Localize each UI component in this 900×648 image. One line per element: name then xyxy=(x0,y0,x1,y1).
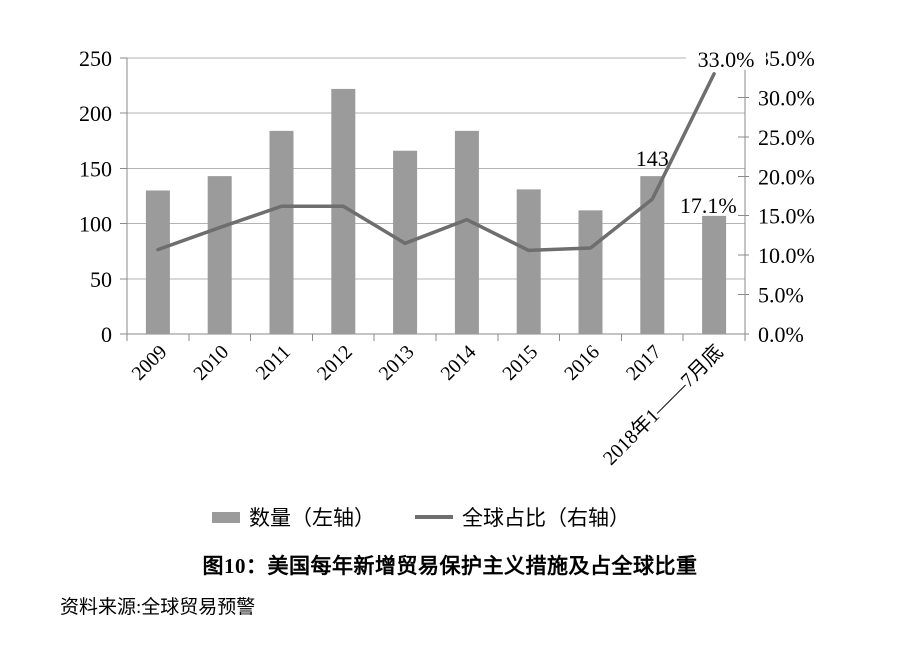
right-axis-tick-label: 0.0% xyxy=(758,322,804,347)
left-axis-tick-label: 150 xyxy=(79,156,112,181)
figure-caption: 图10：美国每年新增贸易保护主义措施及占全球比重 xyxy=(202,554,698,578)
right-axis-tick-label: 15.0% xyxy=(758,204,815,229)
left-axis-tick-label: 100 xyxy=(79,212,112,237)
x-axis-category-label: 2013 xyxy=(375,341,419,385)
annotation-label-bg xyxy=(686,47,767,70)
bar-2016 xyxy=(578,210,603,334)
legend-item-bar-series: 数量（左轴） xyxy=(212,502,375,532)
left-axis-tick-label: 50 xyxy=(90,267,112,292)
right-axis-tick-label: 25.0% xyxy=(758,125,815,150)
bar-2015 xyxy=(516,189,541,334)
right-axis-tick-label: 20.0% xyxy=(758,164,815,189)
bar-2009 xyxy=(145,190,170,334)
right-axis-tick-label: 10.0% xyxy=(758,243,815,268)
bar-series-swatch xyxy=(212,511,240,523)
right-axis-tick-label: 5.0% xyxy=(758,283,804,308)
annotation-label: 17.1% xyxy=(680,193,737,218)
bar-series-label: 数量（左轴） xyxy=(249,506,375,530)
x-axis-category-label: 2018年1——7月底 xyxy=(598,340,727,469)
global-share-line xyxy=(156,72,716,253)
x-axis-category-label: 2016 xyxy=(560,341,604,385)
x-axis-category-label: 2017 xyxy=(622,341,666,385)
right-axis-tick-label: 35.0% xyxy=(758,46,815,71)
left-axis-tick-label: 250 xyxy=(79,46,112,71)
x-axis-category-label: 2010 xyxy=(189,341,233,385)
legend: 数量（左轴） 全球占比（右轴） xyxy=(212,502,630,532)
right-axis-tick-label: 30.0% xyxy=(758,85,815,110)
line-series-swatch xyxy=(415,515,453,519)
bar-2018年1——7月底 xyxy=(702,215,727,334)
bar-2011 xyxy=(269,130,294,334)
x-axis-category-label: 2012 xyxy=(313,341,357,385)
bar-2014 xyxy=(454,130,479,334)
bar-2017 xyxy=(640,176,665,334)
legend-item-line-series: 全球占比（右轴） xyxy=(415,502,630,532)
x-axis-category-label: 2015 xyxy=(498,341,542,385)
bar-2010 xyxy=(207,176,232,334)
annotation-label: 143 xyxy=(636,146,669,171)
x-axis-category-label: 2009 xyxy=(128,341,172,385)
x-axis-category-label: 2014 xyxy=(437,341,481,385)
left-axis-tick-label: 200 xyxy=(79,101,112,126)
annotation-label: 33.0% xyxy=(698,47,755,72)
left-axis-tick-label: 0 xyxy=(101,322,112,347)
x-axis-category-label: 2011 xyxy=(252,341,295,384)
source-note: 资料来源:全球贸易预警 xyxy=(60,597,256,618)
line-series-label: 全球占比（右轴） xyxy=(462,506,630,530)
